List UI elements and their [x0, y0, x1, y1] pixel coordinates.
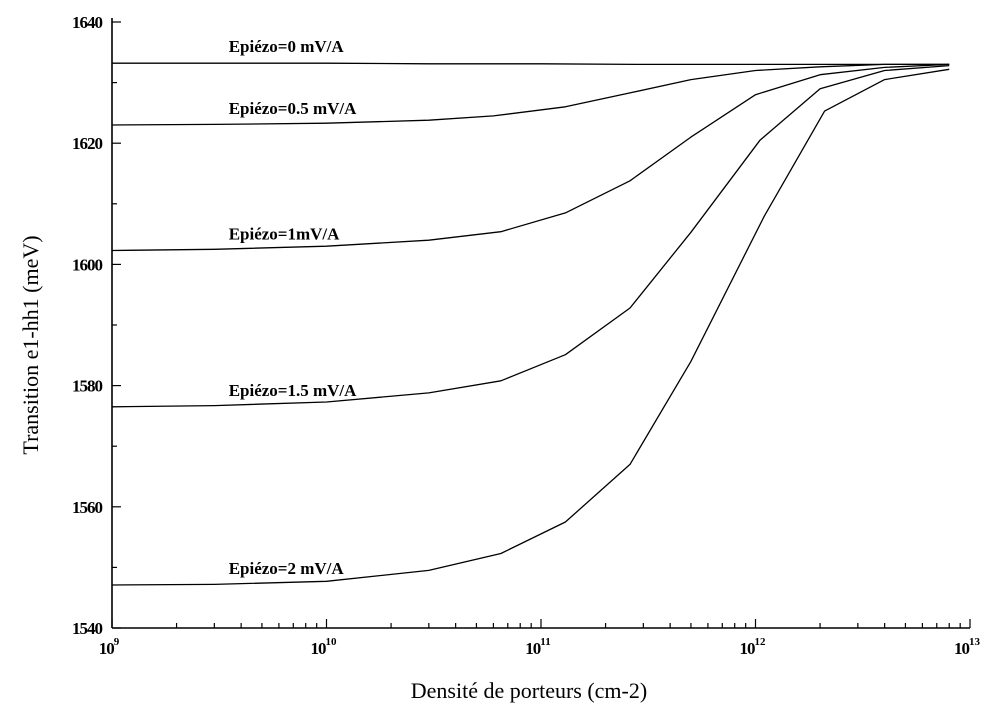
series-line-3 — [111, 64, 950, 408]
y-tick-label: 1620 — [72, 134, 103, 153]
series-line-0 — [112, 62, 950, 66]
series-label-1: Epiézo=0.5 mV/A — [229, 99, 357, 118]
x-tick-base: 10 — [525, 639, 541, 658]
y-tick-label: 1560 — [72, 498, 103, 517]
x-tick-base: 10 — [954, 639, 970, 658]
series-line-1 — [111, 63, 950, 126]
series-line-2 — [111, 63, 950, 252]
x-tick-base: 10 — [99, 639, 115, 658]
series-label-2: Epiézo=1mV/A — [229, 224, 340, 243]
x-tick-label: 1013 — [954, 636, 981, 658]
x-tick-base: 10 — [740, 639, 756, 658]
series-labels: Epiézo=0 mV/A Epiézo=0.5 mV/A Epiézo=1mV/A… — [229, 37, 357, 578]
x-tick-label: 1011 — [525, 636, 550, 658]
x-tick-base: 10 — [311, 639, 327, 658]
series-label-4: Epiézo=2 mV/A — [229, 559, 345, 578]
x-tick-exponent: 11 — [540, 636, 550, 648]
x-tick-label: 109 — [99, 636, 120, 658]
y-tick-label: 1600 — [72, 255, 103, 274]
x-tick-exponent: 10 — [326, 636, 338, 648]
series-label-3: Epiézo=1.5 mV/A — [229, 381, 357, 400]
x-axis-title: Densité de porteurs (cm-2) — [411, 678, 647, 703]
series-lines — [111, 62, 950, 586]
x-tick-exponent: 9 — [114, 636, 120, 648]
series-label-0: Epiézo=0 mV/A — [229, 37, 345, 56]
x-tick-label: 1010 — [311, 636, 338, 658]
x-tick-label: 1012 — [740, 636, 767, 658]
series-line-4 — [111, 68, 950, 586]
y-tick-label: 1580 — [72, 377, 103, 396]
x-tick-exponent: 13 — [969, 636, 981, 648]
x-tick-exponent: 12 — [755, 636, 767, 648]
tick-marks — [111, 21, 971, 629]
y-tick-label: 1540 — [72, 619, 103, 638]
y-axis-title: Transition e1-hh1 (meV) — [18, 235, 43, 454]
y-tick-label: 1640 — [72, 13, 103, 32]
